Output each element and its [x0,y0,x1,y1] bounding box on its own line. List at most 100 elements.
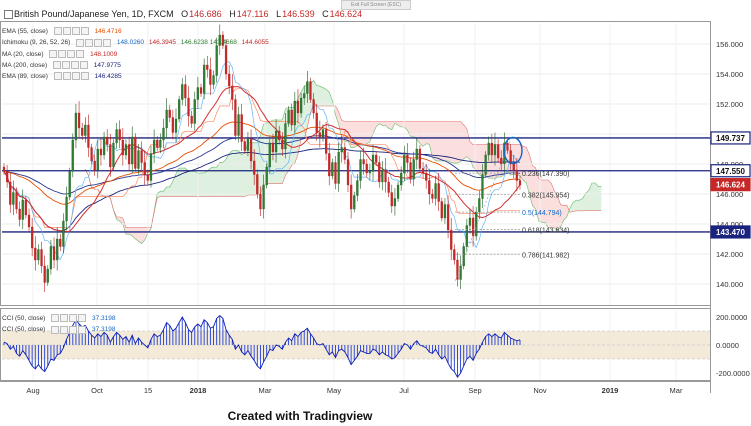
candle-body [337,151,340,184]
candle-body [168,109,171,118]
candle-body [293,100,296,126]
candle-body [49,246,53,270]
cci-tick-label: 200.0000 [716,313,747,322]
candle [6,165,9,188]
visibility-icon[interactable] [53,27,62,36]
candle-body [24,199,28,216]
candle-body [418,148,422,169]
candle-body [234,99,237,136]
candle [350,174,353,219]
candle [400,166,403,191]
candle [324,121,328,161]
legend-row-ma20[interactable]: MA (20, close) 148.1009 [2,49,269,60]
close-icon[interactable] [71,27,80,36]
candle-body [471,217,475,237]
close-icon[interactable] [69,325,78,334]
candle-body [378,162,381,183]
ichimoku-tenkan-line [3,61,520,261]
candle-body [212,75,215,85]
price-tag-box [710,225,751,239]
candle-body [459,265,462,280]
more-icon[interactable] [80,27,89,36]
ichimoku-cloud-segment [532,165,536,210]
visibility-icon[interactable] [52,61,61,70]
price-tag[interactable]: 147.550 [710,164,751,178]
candle [74,103,78,149]
settings-icon[interactable] [62,27,71,36]
candle-body [68,171,71,198]
candle-body [493,144,497,156]
visibility-icon[interactable] [51,325,60,334]
time-tick-label: Jul [399,386,409,395]
more-icon[interactable] [79,61,88,70]
ichimoku-cloud-segment [157,191,161,198]
candle-body [371,154,375,172]
ichimoku-cloud-segment [394,121,399,126]
time-tick-label: Sep [468,386,481,395]
settings-icon[interactable] [60,325,69,334]
settings-icon[interactable] [58,49,67,58]
candle-body [468,217,472,226]
candle [159,133,162,154]
candle-body [481,174,484,199]
candle-body [218,34,221,46]
candle [306,71,309,103]
candle [24,196,28,219]
candle [96,139,99,179]
legend-row-ema89[interactable]: EMA (89, close) 146.4285 [2,71,269,82]
close-icon[interactable] [71,72,80,81]
more-icon[interactable] [80,72,89,81]
candle [246,132,250,157]
candle-body [359,159,362,181]
settings-icon[interactable] [60,314,69,323]
symbol-title[interactable]: British Pound/Japanese Yen, 1D, FXCM [14,9,174,19]
candle-body [237,114,240,136]
cci-tick-label: 0.0000 [716,341,739,350]
more-icon[interactable] [78,314,87,323]
more-icon[interactable] [103,38,112,47]
exit-fullscreen-button[interactable]: Exit Full Screen (ESC) [341,0,411,10]
legend-row-ema55[interactable]: EMA (55, close) 146.4716 [2,26,269,37]
legend-row-cci[interactable]: CCI (50, close) 37.3198 [2,313,115,324]
settings-icon[interactable] [61,61,70,70]
legend-row-ichimoku[interactable]: Ichimoku (9, 26, 52, 26) 148.0260 146.39… [2,37,269,48]
candle [412,151,415,187]
legend-row-cci[interactable]: CCI (50, close) 37.3198 [2,324,115,335]
close-icon[interactable] [67,49,76,58]
candle-body [462,246,465,267]
more-icon[interactable] [78,325,87,334]
fib-level-label: 0.382(145.954) [522,193,569,200]
price-tag[interactable]: 149.737 [710,131,751,145]
candle-body [415,148,418,160]
price-tag[interactable]: 143.470 [710,225,751,239]
legend-value: 146.3945 [148,39,176,47]
candle [140,141,143,171]
visibility-icon[interactable] [51,314,60,323]
settings-icon[interactable] [62,72,71,81]
ichimoku-cloud-segment [204,170,208,197]
visibility-icon[interactable] [49,49,58,58]
settings-icon[interactable] [85,38,94,47]
candle [181,78,184,106]
collapse-legend-icon[interactable] [4,10,13,19]
candle [375,151,378,166]
visibility-icon[interactable] [76,38,85,47]
price-tag[interactable]: 146.624 [710,178,751,192]
candle [21,189,24,229]
candle-body [209,69,212,85]
candle [321,124,325,142]
legend-row-ma200[interactable]: MA (200, close) 147.9775 [2,60,269,71]
close-icon[interactable] [94,38,103,47]
candle [49,240,53,275]
visibility-icon[interactable] [53,72,62,81]
close-icon[interactable] [69,314,78,323]
candle-body [106,136,109,145]
close-icon[interactable] [70,61,79,70]
more-icon[interactable] [76,49,85,58]
candle [43,255,46,292]
candle-body [196,87,200,100]
candle [518,175,522,190]
candle [365,158,368,178]
